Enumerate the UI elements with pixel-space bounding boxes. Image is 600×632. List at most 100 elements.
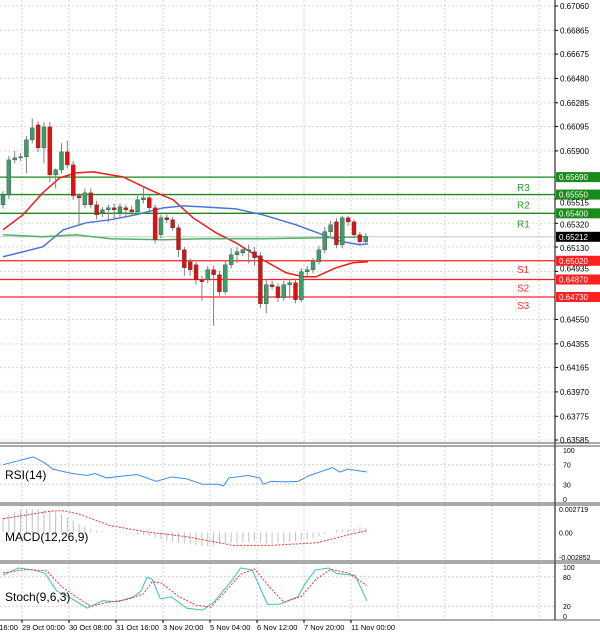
level-price-tag bbox=[556, 291, 600, 302]
candle-bearish bbox=[211, 269, 216, 275]
candle-bearish bbox=[199, 279, 205, 282]
macd-title: MACD(12,26,9) bbox=[5, 530, 88, 544]
candle-bearish bbox=[345, 217, 351, 223]
y-tick-label: 0.67060 bbox=[560, 2, 589, 11]
y-tick-label: 0.66865 bbox=[560, 26, 589, 35]
level-price-label: 0.65690 bbox=[559, 173, 588, 182]
stoch-signal-line bbox=[2, 568, 368, 608]
candle-bullish bbox=[82, 192, 88, 206]
stoch-main-line bbox=[2, 567, 368, 611]
candle-bullish bbox=[228, 254, 234, 265]
moving-average-line-0 bbox=[2, 171, 369, 278]
y-tick-label: 0.66675 bbox=[560, 50, 589, 59]
y-tick-label: 0.65320 bbox=[560, 220, 589, 229]
y-tick-label: 0.64935 bbox=[560, 265, 589, 274]
candle-bullish bbox=[18, 156, 23, 159]
candle-bullish bbox=[246, 249, 251, 251]
candle-bullish bbox=[41, 126, 47, 149]
candle-bullish bbox=[24, 139, 29, 158]
level-label-r1: R1 bbox=[517, 219, 530, 230]
candle-bearish bbox=[351, 221, 357, 236]
candle-bearish bbox=[88, 192, 93, 206]
candle-bearish bbox=[193, 264, 199, 280]
candle-bullish bbox=[287, 282, 292, 285]
x-tick-label: 5 Nov 04:00 bbox=[210, 623, 250, 632]
y-tick-label: 0.63585 bbox=[560, 436, 589, 445]
candle-bullish bbox=[0, 194, 6, 206]
candle-bearish bbox=[275, 286, 281, 298]
candle-bearish bbox=[35, 124, 41, 149]
candle-bullish bbox=[106, 207, 111, 211]
level-label-s3: S3 bbox=[517, 301, 530, 312]
candle-bearish bbox=[65, 151, 70, 166]
candle-bearish bbox=[111, 207, 117, 211]
candle-bullish bbox=[59, 151, 64, 171]
stoch-tick-label: 0 bbox=[563, 614, 567, 621]
stoch-tick-label: 100 bbox=[563, 565, 575, 572]
candle-bearish bbox=[187, 261, 193, 270]
moving-averages bbox=[2, 171, 369, 278]
candle-bearish bbox=[334, 221, 339, 245]
candle-bullish bbox=[281, 284, 286, 298]
candle-bearish bbox=[129, 209, 134, 213]
level-price-tag bbox=[556, 255, 600, 266]
level-price-tag bbox=[556, 189, 600, 200]
candle-bullish bbox=[223, 264, 228, 292]
y-tick-label: 0.65900 bbox=[560, 147, 589, 156]
candle-bullish bbox=[310, 261, 316, 270]
level-price-label: 0.65020 bbox=[559, 257, 588, 266]
y-tick-label: 0.65130 bbox=[560, 244, 589, 253]
candles bbox=[0, 118, 368, 326]
candle-bearish bbox=[357, 234, 363, 242]
x-tick-label: 7 Nov 20:00 bbox=[304, 623, 344, 632]
x-tick-label: 6 Nov 12:00 bbox=[257, 623, 297, 632]
y-tick-label: 0.63970 bbox=[560, 388, 589, 397]
rsi-line bbox=[2, 456, 367, 487]
candle-bearish bbox=[70, 164, 76, 197]
x-tick-label: 30 Oct 08:00 bbox=[69, 623, 112, 632]
rsi-tick-label: 30 bbox=[563, 482, 571, 489]
rsi-tick-label: 70 bbox=[563, 463, 571, 470]
candle-bearish bbox=[258, 255, 263, 304]
level-label-r2: R2 bbox=[517, 201, 530, 212]
candle-bullish bbox=[322, 231, 327, 250]
indicator-panels bbox=[2, 456, 368, 611]
candle-bullish bbox=[340, 217, 345, 245]
level-price-tag bbox=[556, 208, 600, 219]
candle-bullish bbox=[30, 127, 35, 141]
level-price-label: 0.65400 bbox=[559, 209, 588, 218]
x-tick-label: 11 Nov 00:00 bbox=[351, 623, 395, 632]
x-tick-label: 28 Oct 16:00 bbox=[0, 623, 18, 632]
y-tick-label: 0.64355 bbox=[560, 340, 589, 349]
candle-bullish bbox=[12, 157, 17, 161]
x-tick-label: 29 Oct 00:00 bbox=[22, 623, 65, 632]
candle-bearish bbox=[252, 251, 257, 258]
y-tick-label: 0.65515 bbox=[560, 198, 589, 207]
candle-bearish bbox=[94, 204, 99, 216]
rsi-title: RSI(14) bbox=[5, 468, 46, 482]
rsi-tick-label: 0 bbox=[563, 497, 567, 504]
candle-bullish bbox=[205, 269, 210, 280]
candle-bullish bbox=[135, 199, 140, 213]
candle-bearish bbox=[164, 217, 170, 221]
y-tick-label: 0.63775 bbox=[560, 412, 589, 421]
stoch-tick-label: 80 bbox=[563, 575, 571, 582]
x-tick-label: 31 Oct 16:00 bbox=[116, 623, 159, 632]
current-price-label: 0.65212 bbox=[559, 233, 588, 242]
level-price-label: 0.65550 bbox=[559, 191, 588, 200]
candle-bearish bbox=[176, 227, 181, 250]
candle-bearish bbox=[123, 207, 129, 211]
macd-tick-label: 0.002719 bbox=[559, 507, 588, 514]
candle-bullish bbox=[234, 251, 240, 255]
y-tick-label: 0.66480 bbox=[560, 74, 589, 83]
candle-bullish bbox=[328, 224, 333, 233]
current-price-tag bbox=[556, 231, 600, 242]
candle-bullish bbox=[53, 169, 58, 176]
candle-bullish bbox=[141, 197, 146, 201]
y-tick-label: 0.64550 bbox=[560, 315, 589, 324]
candle-bullish bbox=[316, 249, 322, 262]
candle-bullish bbox=[264, 284, 269, 304]
candle-bearish bbox=[147, 197, 152, 209]
